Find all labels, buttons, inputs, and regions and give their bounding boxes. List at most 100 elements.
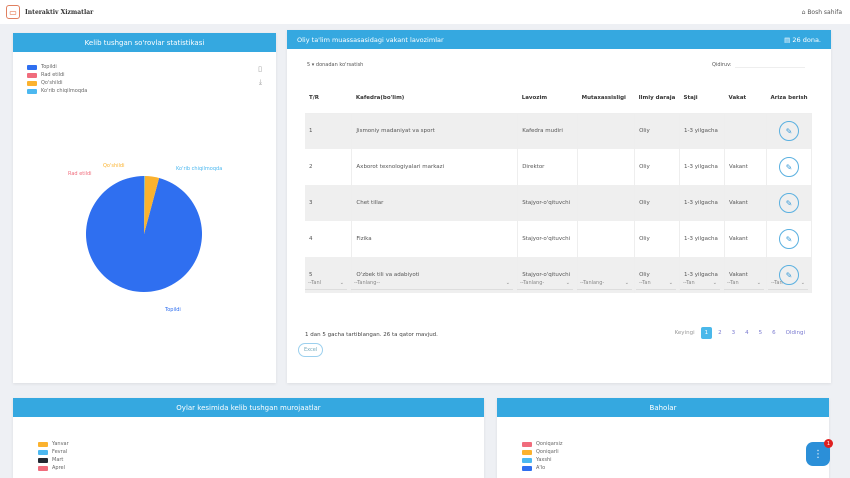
legend-swatch — [522, 441, 532, 447]
next-page[interactable]: Oldingi — [785, 330, 805, 336]
print-icon[interactable]: ▯ — [258, 65, 262, 73]
table-cell: 3 — [305, 185, 353, 221]
table-cell — [577, 185, 636, 221]
filter-select[interactable]: --Tan ⌄ — [724, 276, 764, 290]
filter-select[interactable]: --Tanl ⌄ — [305, 276, 347, 290]
excel-button[interactable]: Excel — [298, 343, 324, 357]
apply-cell: ✎ — [766, 113, 813, 149]
legend-item[interactable]: A'lo — [522, 464, 562, 472]
legend-swatch — [27, 80, 37, 86]
legend-item[interactable]: Yanvar — [38, 440, 69, 448]
chevron-down-icon: ⌄ — [505, 279, 510, 286]
legend-item[interactable]: Qoniqarli — [522, 448, 562, 456]
vacancy-count-text: 26 dona. — [792, 35, 821, 44]
home-link[interactable]: ⌂ Bosh sahifa — [801, 8, 842, 16]
filter-value: --Tanlang- — [520, 279, 545, 286]
table-cell: Direktor — [517, 149, 579, 185]
table-row: 3 Chet tillar Stajyor-o'qituvchi Oliy 1-3 yi… — [305, 185, 813, 221]
legend-label: Yanvar — [52, 441, 69, 447]
edit-icon[interactable]: ✎ — [778, 193, 799, 213]
legend-item[interactable]: Aprel — [38, 464, 69, 472]
pie-slice[interactable] — [144, 176, 145, 234]
page-1[interactable]: 1 — [700, 327, 713, 339]
filter-select[interactable]: --Tan ⌄ — [680, 276, 720, 290]
pie-chart: Topildi Rad etildi Qo'shildi Ko'rib chiqilm… — [68, 163, 222, 313]
column-header[interactable]: T/R — [305, 83, 352, 114]
table-cell — [724, 113, 767, 149]
edit-icon[interactable]: ✎ — [778, 157, 799, 177]
edit-icon[interactable]: ✎ — [778, 229, 799, 249]
chat-badge: 1 — [824, 439, 833, 448]
page-3[interactable]: 3 — [731, 330, 736, 336]
monthly-title: Oylar kesimida kelib tushgan murojaatlar — [13, 398, 484, 417]
filter-select[interactable]: --Tan ⌄ — [636, 276, 676, 290]
table-info: 1 dan 5 gacha tartiblangan. 26 ta qator … — [305, 332, 438, 338]
table-cell: Oliy — [634, 185, 681, 221]
table-cell: Oliy — [634, 257, 681, 293]
table-cell — [577, 149, 636, 185]
legend-swatch — [522, 449, 532, 455]
legend-item[interactable]: Yaxshi — [522, 456, 562, 464]
stats-card: Kelib tushgan so'rovlar statistikasi Top… — [13, 33, 276, 383]
search: Qidiruv: — [712, 62, 806, 68]
pie-slice[interactable] — [144, 176, 160, 234]
legend-item[interactable]: Fevral — [38, 448, 69, 456]
legend-item[interactable]: Mart — [38, 456, 69, 464]
legend-item[interactable]: Ko'rib chiqilmoqda — [27, 87, 87, 95]
page-4[interactable]: 4 — [745, 330, 749, 336]
legend-label: Ko'rib chiqilmoqda — [41, 88, 88, 94]
column-header[interactable]: Staji — [679, 83, 725, 114]
filter-value: --Tan — [683, 279, 695, 286]
filter-select[interactable]: --Tanlang- ⌄ — [577, 276, 632, 290]
page-2[interactable]: 2 — [718, 330, 722, 336]
pie-label: Ko'rib chiqilmoqda — [176, 166, 222, 172]
filter-select[interactable]: --Tan ⌄ — [768, 276, 808, 290]
table-cell: Stajyor-o'qituvchi — [517, 221, 579, 257]
filter-select[interactable]: --Tanlang-- ⌄ — [351, 276, 513, 290]
page-length-select[interactable]: 5 ▾ — [307, 62, 315, 68]
table-cell: Axborot texnologiyalari markazi — [351, 149, 519, 185]
chevron-down-icon: ⌄ — [756, 279, 761, 286]
legend-item[interactable]: Topildi — [27, 63, 87, 71]
filter-select[interactable]: --Tanlang- ⌄ — [517, 276, 573, 290]
page-5[interactable]: 5 — [758, 330, 763, 336]
table-cell: Vakant — [724, 257, 767, 293]
table-cell: Kafedra mudiri — [517, 113, 579, 149]
table-row: 1 Jismoniy madaniyat va sport Kafedra mudi… — [305, 113, 813, 149]
table-cell — [577, 221, 636, 257]
table-cell — [577, 113, 636, 149]
column-header[interactable]: Vakat — [724, 83, 767, 114]
vacancy-card: Oliy ta'lim muassasasidagi vakant lavozi… — [287, 30, 831, 383]
table-row: 2 Axborot texnologiyalari markazi Direktor… — [305, 149, 813, 185]
edit-icon[interactable]: ✎ — [778, 265, 799, 285]
column-header[interactable]: Ariza berish — [766, 83, 812, 114]
filter-value: --Tan — [639, 279, 651, 286]
legend-item[interactable]: Qoniqarsiz — [522, 440, 562, 448]
monthly-legend: Yanvar Fevral Mart Aprel — [38, 440, 69, 472]
search-input[interactable] — [735, 62, 806, 68]
chevron-down-icon: ⌄ — [800, 279, 805, 286]
table-cell: Chet tillar — [351, 185, 519, 221]
chevron-down-icon: ⌄ — [565, 279, 570, 286]
chat-button[interactable]: ⋮ 1 — [806, 439, 833, 466]
column-header[interactable]: Lavozim — [517, 83, 578, 114]
column-header[interactable]: Kafedra(bo'lim) — [351, 83, 518, 114]
legend-item[interactable]: Qo'shildi — [27, 79, 87, 87]
logo[interactable]: ▭ Interaktiv Xizmatlar — [6, 5, 93, 19]
prev-page[interactable]: Keyingi — [674, 330, 695, 336]
page-6[interactable]: 6 — [772, 330, 776, 336]
legend-item[interactable]: Rad etildi — [27, 71, 87, 79]
column-header[interactable]: Mutaxassisligi — [577, 83, 635, 114]
table-cell: 1-3 yilgacha — [679, 113, 725, 149]
vacancy-title: Oliy ta'lim muassasasidagi vakant lavozi… — [297, 35, 444, 44]
table-cell: Oliy — [634, 113, 681, 149]
table-cell: 1-3 yilgacha — [679, 149, 725, 185]
table-cell: Vakant — [724, 221, 767, 257]
column-header[interactable]: Ilmiy daraja — [634, 83, 680, 114]
pie-slice[interactable] — [86, 176, 203, 292]
edit-icon[interactable]: ✎ — [778, 121, 799, 142]
download-icon[interactable]: ⤓ — [258, 78, 262, 86]
search-label: Qidiruv: — [712, 62, 732, 68]
table-cell: 1-3 yilgacha — [679, 221, 725, 257]
legend-swatch — [522, 457, 532, 463]
